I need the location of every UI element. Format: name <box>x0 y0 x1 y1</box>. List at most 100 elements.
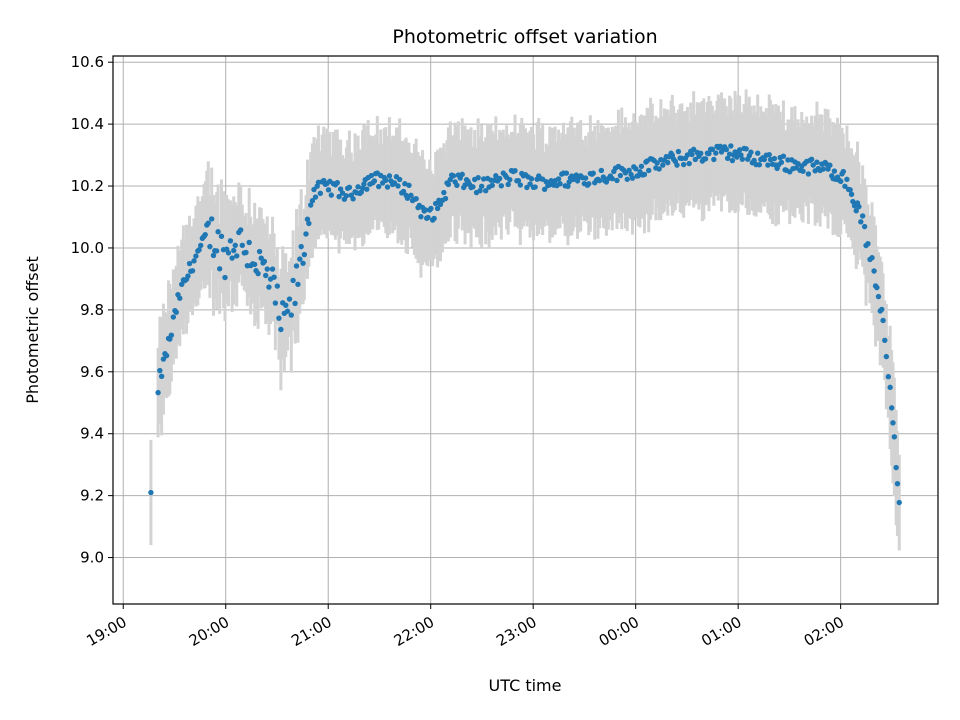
data-point <box>312 194 319 200</box>
data-point <box>582 175 589 181</box>
data-point <box>874 284 880 291</box>
data-point <box>805 171 812 177</box>
data-point <box>684 152 691 158</box>
data-point <box>304 216 311 222</box>
data-point <box>738 152 744 158</box>
data-point <box>364 186 370 192</box>
data-point <box>170 314 177 320</box>
data-point <box>447 176 454 183</box>
data-point <box>450 173 457 179</box>
data-point <box>434 205 441 212</box>
data-point <box>810 162 816 168</box>
data-point <box>442 195 449 202</box>
data-point <box>207 243 213 250</box>
data-point <box>311 186 317 193</box>
y-tick-label: 9.6 <box>80 363 104 381</box>
data-point <box>755 150 761 156</box>
data-point <box>431 215 437 222</box>
data-point <box>283 302 289 308</box>
data-point <box>856 203 862 210</box>
data-point <box>842 183 848 189</box>
data-point <box>814 159 820 165</box>
data-point <box>785 157 791 163</box>
data-point <box>880 317 886 324</box>
data-point <box>626 167 632 174</box>
data-point <box>527 181 533 187</box>
data-point <box>306 220 312 227</box>
data-point <box>515 177 522 184</box>
data-point <box>507 177 513 183</box>
data-point <box>428 205 434 212</box>
data-point <box>736 147 743 153</box>
data-point <box>185 273 191 279</box>
data-point <box>629 175 636 181</box>
data-point <box>308 202 314 208</box>
data-point <box>298 243 304 250</box>
data-point <box>692 156 699 163</box>
data-point <box>624 176 630 182</box>
data-point <box>274 283 281 289</box>
data-point <box>638 163 645 170</box>
data-point <box>368 172 375 179</box>
data-point <box>208 216 215 222</box>
data-point <box>489 182 495 189</box>
data-point <box>617 172 624 179</box>
data-point <box>614 177 620 184</box>
data-point <box>865 240 871 247</box>
data-point <box>808 156 815 163</box>
data-point <box>328 192 335 198</box>
data-point <box>269 266 276 272</box>
data-point <box>586 181 592 187</box>
data-point <box>532 184 538 190</box>
data-point <box>229 255 235 261</box>
data-point <box>264 266 270 272</box>
data-point <box>317 190 324 197</box>
data-point <box>303 231 309 237</box>
data-point <box>887 384 893 391</box>
data-point <box>726 151 733 157</box>
data-point <box>711 156 717 163</box>
data-point <box>840 168 846 175</box>
data-point <box>493 173 499 179</box>
data-point <box>255 270 261 277</box>
data-point <box>555 176 562 182</box>
data-point <box>598 167 605 174</box>
data-point <box>222 274 228 281</box>
data-point <box>882 337 888 344</box>
data-point <box>157 367 163 374</box>
data-point <box>528 176 535 182</box>
data-point <box>309 198 316 204</box>
y-tick-label: 9.8 <box>80 301 104 319</box>
data-point <box>482 188 489 194</box>
data-point <box>301 251 308 258</box>
data-point <box>177 295 183 301</box>
data-point <box>888 405 895 411</box>
data-point <box>680 161 687 168</box>
y-tick-label: 9.4 <box>80 425 104 443</box>
data-point <box>765 162 771 168</box>
data-point <box>709 146 716 152</box>
data-point <box>660 162 666 168</box>
data-point <box>383 177 389 183</box>
data-point <box>827 162 833 168</box>
data-point <box>885 374 892 380</box>
data-point <box>844 176 850 183</box>
data-point <box>505 181 511 188</box>
data-point <box>231 247 237 254</box>
data-point <box>689 151 695 158</box>
data-point <box>361 181 367 187</box>
data-point <box>278 326 284 333</box>
data-point <box>748 149 754 155</box>
data-point <box>517 182 524 188</box>
data-point <box>261 258 268 265</box>
data-points <box>148 143 902 506</box>
data-point <box>778 159 785 166</box>
data-point <box>173 309 179 315</box>
data-point <box>395 183 401 189</box>
data-point <box>445 181 452 188</box>
data-point <box>239 242 246 249</box>
data-point <box>848 191 855 197</box>
data-point <box>413 196 419 202</box>
data-point <box>297 256 303 262</box>
